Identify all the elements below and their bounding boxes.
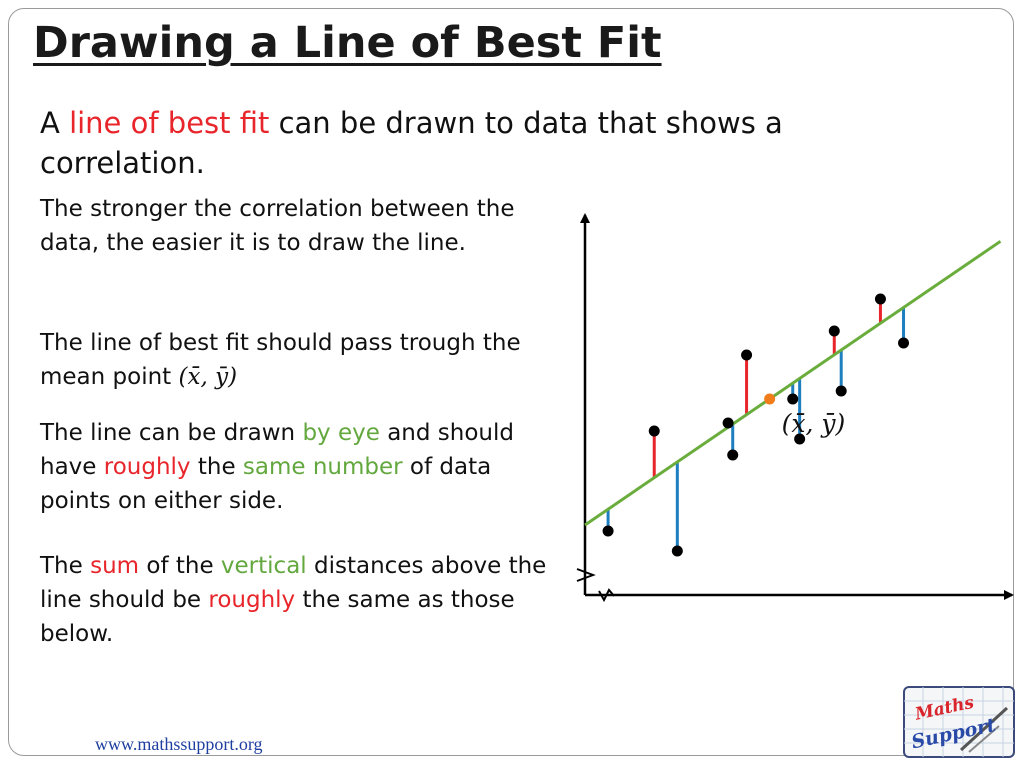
- data-point: [648, 425, 660, 437]
- sum-part-4: the same as those below.: [40, 587, 515, 647]
- paragraph-correlation-strength: The stronger the correlation between the…: [40, 196, 515, 256]
- same-number-highlight: same number: [242, 454, 403, 480]
- paragraph-by-eye: The line can be drawn by eye and should …: [40, 416, 560, 518]
- by-eye-part-2: and should have: [40, 420, 514, 480]
- by-eye-part-1: The line can be drawn: [40, 420, 303, 446]
- mean-point-text: The line of best fit should pass trough …: [40, 330, 521, 390]
- data-point: [898, 337, 910, 349]
- sum-highlight: sum: [90, 553, 140, 579]
- sum-part-1: The: [40, 553, 91, 579]
- by-eye-highlight: by eye: [302, 420, 380, 446]
- data-point: [835, 385, 847, 397]
- mean-point-label: (x̄, ȳ): [782, 409, 846, 438]
- scatter-diagram: (x̄, ȳ): [576, 213, 1014, 603]
- data-point: [671, 545, 683, 557]
- vertical-highlight: vertical: [220, 553, 307, 579]
- roughly-highlight: roughly: [103, 454, 191, 480]
- data-points: [602, 293, 910, 557]
- intro-part-2: can be drawn to data that shows a correl…: [40, 106, 783, 180]
- intro-text: A line of best fit can be drawn to data …: [40, 103, 920, 183]
- maths-support-logo: Maths Support: [903, 686, 1015, 758]
- data-point: [794, 433, 806, 445]
- roughly-highlight-2: roughly: [208, 587, 296, 613]
- footer-url[interactable]: www.mathssupport.org: [95, 734, 263, 754]
- sum-part-3: distances above the line should be: [40, 553, 547, 613]
- by-eye-part-4: of data points on either side.: [40, 454, 492, 514]
- data-point: [602, 525, 614, 537]
- slide-title: Drawing a Line of Best Fit: [33, 18, 662, 68]
- data-point: [741, 349, 753, 361]
- paragraph-vertical-distances: The sum of the vertical distances above …: [40, 549, 560, 651]
- slide-frame: [8, 8, 1014, 756]
- data-point: [874, 293, 886, 305]
- by-eye-part-3: the: [190, 454, 243, 480]
- data-point: [787, 393, 799, 405]
- data-point: [722, 417, 734, 429]
- data-point: [828, 325, 840, 337]
- paragraph-mean-point: The line of best fit should pass trough …: [40, 326, 570, 394]
- data-point: [727, 449, 739, 461]
- x-axis-break-icon: [598, 588, 615, 603]
- mean-point-marker: [764, 393, 776, 405]
- line-of-best-fit: [584, 240, 1002, 527]
- sum-part-2: of the: [139, 553, 221, 579]
- mean-point-notation: (x̄, ȳ): [178, 364, 238, 390]
- y-axis-break-icon: [576, 568, 596, 582]
- intro-part-1: A: [40, 106, 70, 140]
- intro-highlight: line of best fit: [69, 106, 270, 140]
